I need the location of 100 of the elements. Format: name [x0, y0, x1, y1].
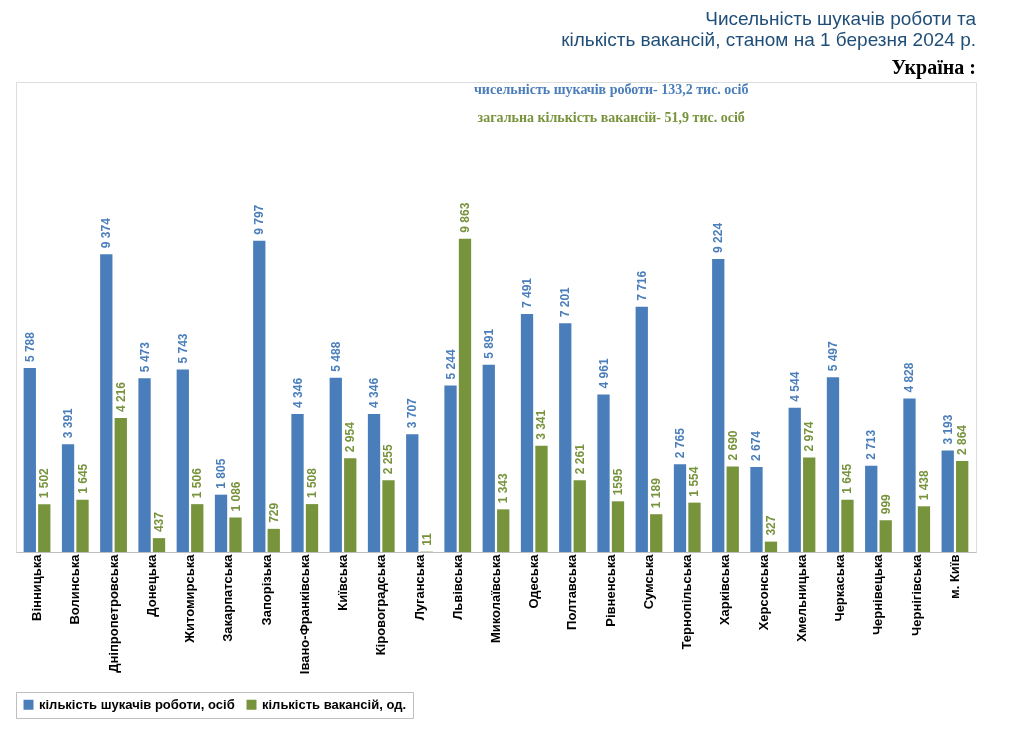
text: кількість вакансій, станом на 1 березня 2024 р.	[561, 29, 976, 50]
legend-label: кількість шукачів роботи, осіб	[39, 696, 235, 712]
data-label: 7 716	[634, 270, 649, 301]
data-label: 4 346	[290, 377, 305, 408]
data-label: 1 554	[687, 466, 702, 497]
bar	[841, 499, 854, 552]
bar	[214, 494, 228, 552]
data-label: 729	[266, 502, 281, 523]
data-label: 9 797	[252, 204, 267, 235]
bar	[176, 369, 189, 552]
bar	[61, 444, 75, 552]
text: загальна кількість вакансій- 51,9 тис. осіб	[477, 110, 745, 125]
data-label: 1 645	[75, 463, 90, 494]
bar	[917, 506, 931, 552]
data-label: 999	[878, 493, 893, 515]
bar	[597, 394, 610, 552]
bar	[329, 377, 342, 552]
bar	[114, 418, 127, 552]
bar	[788, 407, 801, 552]
bar	[650, 514, 663, 552]
bar	[100, 254, 113, 552]
bar	[803, 457, 816, 552]
legend-label: кількість вакансій, од.	[262, 696, 407, 712]
x-tick-label: Полтавська	[564, 553, 580, 630]
bar	[535, 445, 548, 552]
data-label: 7 491	[520, 277, 535, 309]
x-tick-label: Житомирська	[182, 553, 198, 644]
text: Чисельність шукачів роботи та	[705, 8, 976, 29]
data-label: 1 645	[840, 463, 855, 494]
data-label: 5 788	[22, 331, 37, 363]
data-label: 4 544	[787, 371, 802, 402]
data-label: 2 255	[381, 444, 396, 475]
bar	[573, 480, 586, 552]
x-tick-label: м. Київ	[946, 554, 962, 599]
bar	[229, 517, 242, 552]
text: чисельність шукачів роботи- 133,2 тис. осіб	[473, 82, 749, 97]
data-label: 4 216	[113, 381, 128, 413]
data-label: 3 707	[405, 397, 420, 429]
bar	[482, 364, 495, 552]
x-tick-label: Волинська	[67, 553, 83, 625]
bar	[406, 434, 419, 552]
bar	[444, 385, 457, 552]
data-label: 1 189	[649, 477, 664, 509]
bar	[367, 413, 381, 552]
x-tick-label: Черкаська	[832, 553, 848, 622]
x-tick-label: Рівненська	[602, 553, 618, 627]
x-tick-label: Донецька	[143, 553, 159, 617]
bar	[635, 306, 648, 552]
data-label: 2 954	[343, 421, 358, 453]
bar	[903, 398, 916, 552]
x-tick-label: Одеська	[526, 553, 542, 609]
data-label: 1 508	[305, 467, 319, 499]
chart-subtitle: Україна :	[891, 56, 976, 79]
data-label: 1 343	[496, 472, 511, 504]
data-label: 9 224	[711, 222, 726, 253]
x-tick-label: Львівська	[449, 553, 465, 620]
data-label: 7 201	[558, 286, 573, 318]
bar	[267, 528, 280, 552]
bar	[152, 538, 166, 552]
bar	[38, 504, 51, 552]
data-label: 2 713	[864, 429, 879, 460]
data-label: 1595	[610, 468, 625, 496]
data-label: 437	[152, 511, 167, 533]
bar	[253, 240, 266, 552]
bar	[750, 467, 763, 552]
bar	[764, 541, 778, 552]
data-label: 327	[763, 515, 778, 536]
bar	[712, 258, 725, 552]
x-tick-label: Чернігівська	[908, 553, 924, 636]
data-label: 1 438	[916, 469, 931, 501]
data-label: 1 805	[214, 458, 229, 489]
data-label: 9 863	[457, 202, 472, 233]
bar	[291, 413, 304, 552]
data-label: 2 974	[802, 421, 817, 452]
data-label: 3 193	[940, 414, 955, 445]
bar	[305, 504, 319, 552]
bar	[497, 509, 510, 552]
x-tick-label: Закарпатська	[220, 553, 236, 642]
data-label: 3 341	[534, 409, 549, 440]
data-label: 5 743	[175, 333, 190, 364]
data-label: 4 346	[367, 377, 382, 408]
data-label: 1 086	[228, 481, 243, 512]
bar	[611, 501, 625, 552]
bar	[382, 480, 395, 552]
x-tick-label: Київська	[335, 553, 351, 611]
bar	[941, 450, 954, 552]
bar	[191, 504, 204, 552]
x-tick-label: Миколаївська	[488, 553, 503, 644]
data-label: 2 864	[955, 424, 970, 456]
bar	[879, 520, 892, 552]
data-label: 11	[419, 532, 434, 546]
data-label: 1 506	[190, 467, 205, 499]
data-label: 5 244	[443, 349, 458, 380]
bar	[458, 238, 472, 552]
bar	[865, 465, 878, 552]
data-label: 2 261	[572, 443, 587, 475]
data-label: 5 473	[137, 341, 152, 373]
bar	[344, 458, 357, 552]
data-label: 2 674	[749, 430, 764, 462]
x-tick-label: Івано-Франківська	[296, 553, 312, 675]
